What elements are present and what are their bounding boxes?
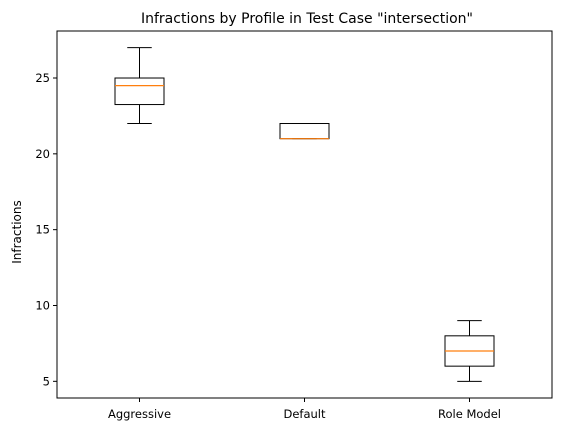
y-tick-label: 10 bbox=[35, 298, 50, 312]
y-tick-label: 5 bbox=[43, 374, 50, 388]
x-tick-label: Aggressive bbox=[108, 407, 171, 421]
plot-area: 5 10 15 20 25 Aggressive Default Role Model bbox=[35, 30, 553, 421]
y-tick-label: 15 bbox=[35, 223, 50, 237]
y-tick-label: 20 bbox=[35, 147, 50, 161]
y-tick-label: 25 bbox=[35, 71, 50, 85]
chart-title: Infractions by Profile in Test Case "int… bbox=[141, 11, 473, 27]
y-axis-label: Infractions bbox=[10, 200, 24, 264]
x-tick-label: Default bbox=[283, 407, 326, 421]
box-iqr bbox=[279, 123, 330, 140]
box-iqr bbox=[114, 77, 165, 106]
x-tick-label: Role Model bbox=[438, 407, 501, 421]
